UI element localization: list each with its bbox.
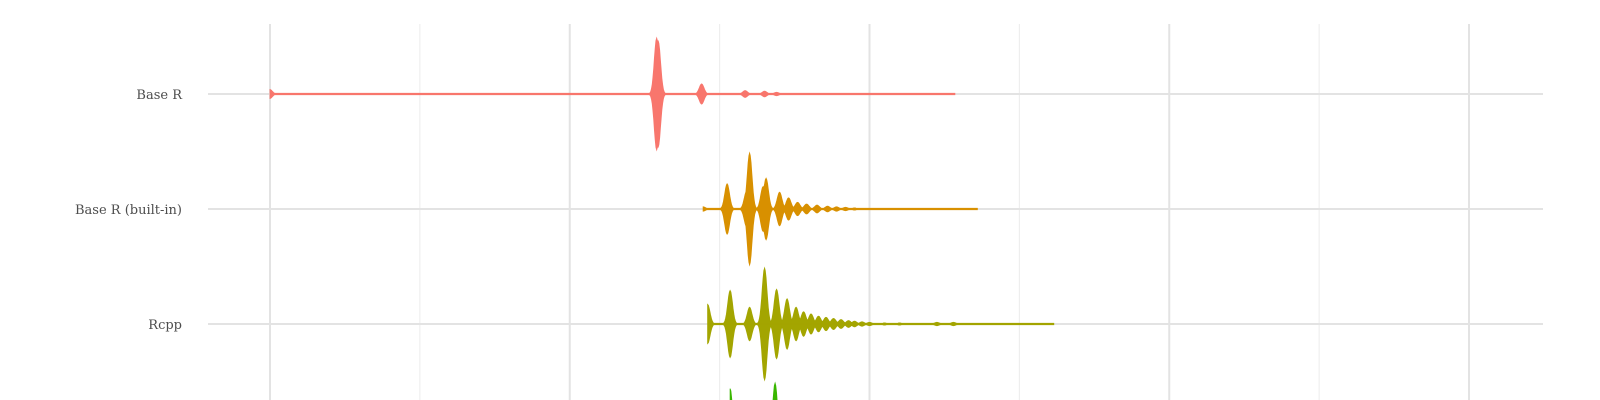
violin-shape-3	[729, 381, 778, 400]
violin-2	[707, 266, 1055, 382]
category-label-1: Base R (built-in)	[75, 203, 182, 218]
category-labels: Base R Base R (built-in) Rcpp	[75, 88, 183, 333]
category-label-0: Base R	[136, 88, 183, 103]
violin-plots	[269, 36, 1055, 400]
category-label-2: Rcpp	[148, 318, 182, 333]
grid-lines	[208, 24, 1543, 400]
violin-3	[729, 381, 778, 400]
violin-0	[269, 36, 956, 152]
violin-1	[702, 151, 978, 267]
